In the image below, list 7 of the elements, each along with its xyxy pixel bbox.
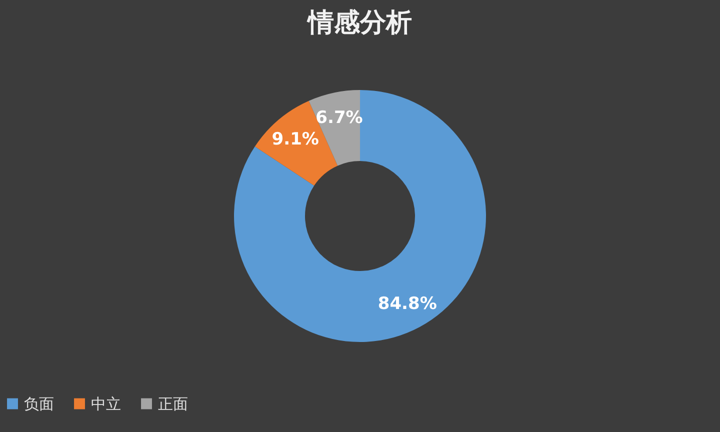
legend-label: 中立 xyxy=(91,394,121,413)
data-label: 9.1% xyxy=(272,130,319,150)
donut-slice xyxy=(234,90,486,342)
legend-label: 正面 xyxy=(158,394,188,413)
legend-label: 负面 xyxy=(24,394,54,413)
data-label: 84.8% xyxy=(378,294,437,314)
chart-title: 情感分析 xyxy=(306,8,412,38)
